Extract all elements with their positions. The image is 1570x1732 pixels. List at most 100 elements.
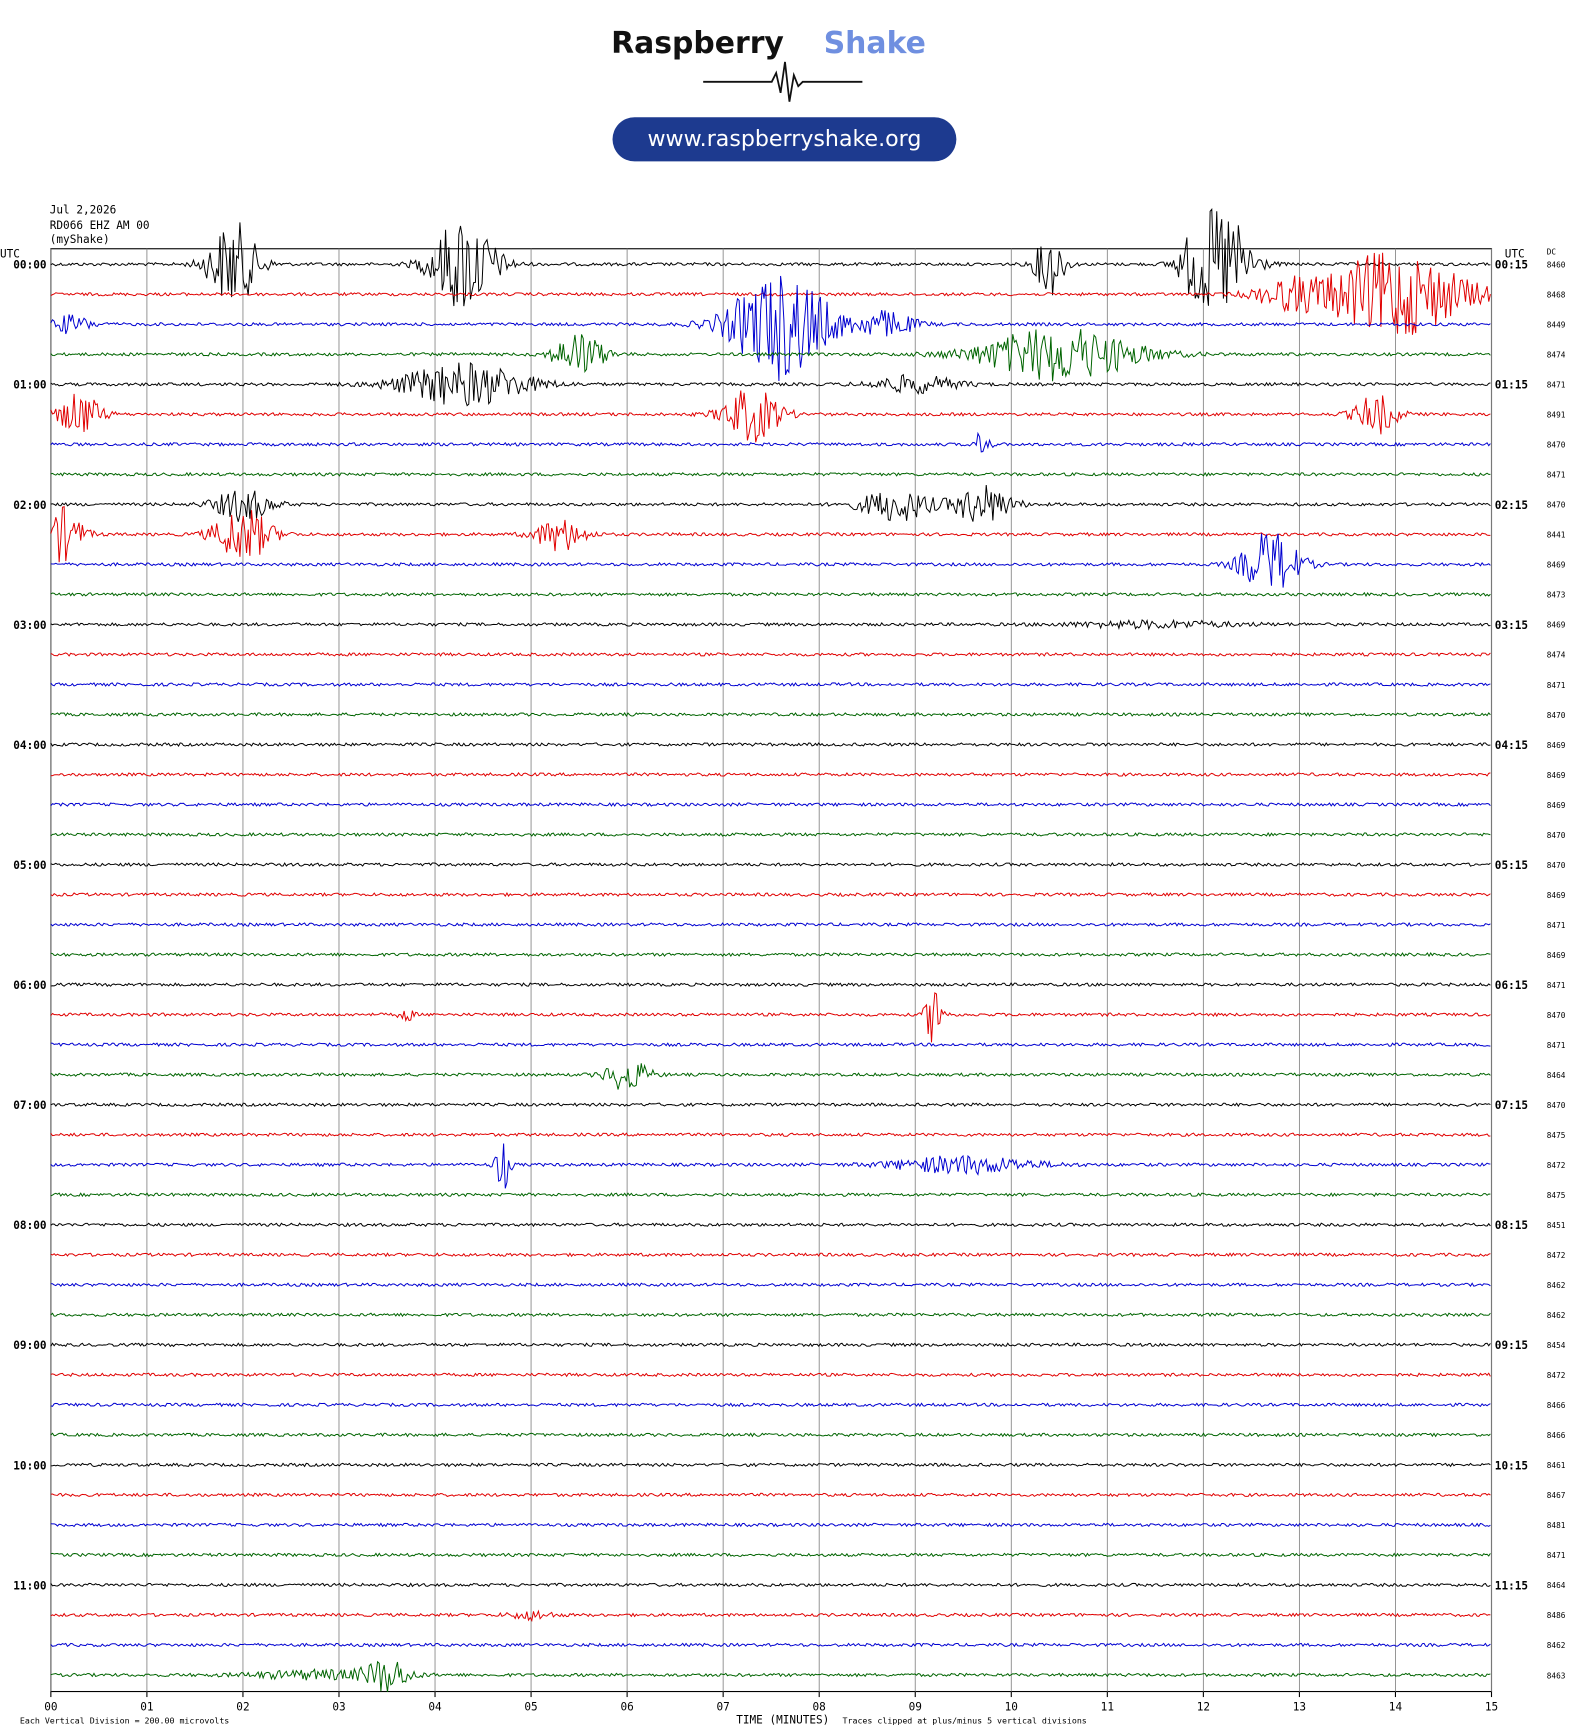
trace	[50, 1282, 1491, 1288]
trace	[50, 471, 1491, 477]
hour-label: 04:00	[13, 739, 46, 752]
trace	[50, 862, 1491, 867]
utc-label: UTC	[1505, 248, 1525, 261]
dc-value: 8469	[1547, 891, 1566, 900]
trace	[50, 1660, 1491, 1693]
trace	[50, 892, 1491, 898]
hour-label: 09:00	[13, 1339, 46, 1352]
x-tick-label: 15	[1485, 1700, 1498, 1713]
trace	[50, 992, 1491, 1043]
dc-value: 8469	[1547, 561, 1566, 570]
x-tick-label: 14	[1389, 1700, 1403, 1713]
dc-value: 8468	[1547, 291, 1566, 300]
trace	[50, 982, 1491, 987]
dc-value: 8471	[1547, 381, 1566, 390]
dc-value: 8467	[1547, 1491, 1566, 1500]
trace	[50, 1063, 1491, 1090]
plot-area: 00 01 02 03 04 05 06 07 08 09 10 11 12 13 14 15 TIME (MI…	[0, 207, 1566, 1727]
dc-value: 8471	[1547, 1551, 1566, 1560]
x-tick-label: 08	[813, 1700, 826, 1713]
trace	[50, 1252, 1491, 1258]
dc-value: 8462	[1547, 1641, 1566, 1650]
hour-label: 08:15	[1495, 1219, 1528, 1232]
hour-label: 02:00	[13, 499, 46, 512]
trace	[50, 772, 1491, 777]
trace	[50, 362, 1491, 407]
x-tick-label: 10	[1005, 1700, 1018, 1713]
dc-value: 8471	[1547, 1041, 1566, 1050]
dc-value: 8470	[1547, 501, 1566, 510]
trace	[50, 1372, 1491, 1378]
logo-word: Raspberry	[611, 26, 784, 61]
trace	[50, 1132, 1491, 1138]
trace	[50, 682, 1491, 687]
dc-value: 8475	[1547, 1191, 1566, 1200]
dc-value: 8470	[1547, 861, 1566, 870]
dc-value: 8471	[1547, 921, 1566, 930]
dc-value: 8470	[1547, 831, 1566, 840]
dc-value: 8462	[1547, 1281, 1566, 1290]
dc-value: 8472	[1547, 1161, 1566, 1170]
trace	[50, 1582, 1491, 1588]
dc-value: 8470	[1547, 441, 1566, 450]
hour-label: 00:15	[1495, 259, 1528, 272]
dc-value: 8469	[1547, 771, 1566, 780]
trace	[50, 207, 1491, 307]
hour-label: 06:15	[1495, 979, 1528, 992]
dc-value: 8475	[1547, 1131, 1566, 1140]
dc-value: 8463	[1547, 1671, 1566, 1680]
dc-value: 8464	[1547, 1071, 1566, 1080]
hour-label: 00:00	[13, 259, 46, 272]
trace	[50, 506, 1491, 563]
trace	[50, 1492, 1491, 1498]
dc-value: 8451	[1547, 1221, 1566, 1230]
trace	[50, 1143, 1491, 1189]
hour-label: 11:00	[13, 1579, 46, 1592]
trace	[50, 1609, 1491, 1622]
logo-word: Shake	[824, 26, 926, 61]
dc-value: 8472	[1547, 1251, 1566, 1260]
dc-value: 8461	[1547, 1461, 1566, 1470]
dc-value: 8460	[1547, 261, 1566, 270]
trace	[50, 1552, 1491, 1558]
url: www.raspberryshake.org	[647, 126, 921, 152]
clip-note: Traces clipped at plus/minus 5 vertical …	[842, 1716, 1086, 1726]
hour-label: 09:15	[1495, 1339, 1528, 1352]
trace	[50, 1432, 1491, 1438]
x-tick-label: 04	[428, 1700, 442, 1713]
trace	[50, 329, 1491, 382]
x-tick-label: 00	[44, 1700, 57, 1713]
trace	[50, 484, 1491, 522]
dc-value: 8491	[1547, 411, 1566, 420]
trace	[50, 275, 1491, 382]
dc-value: 8469	[1547, 801, 1566, 810]
hour-label: 06:00	[13, 979, 46, 992]
trace	[50, 1042, 1491, 1048]
url-pill	[612, 117, 957, 162]
dc-value: 8471	[1547, 681, 1566, 690]
hour-label: 07:15	[1495, 1099, 1528, 1112]
trace	[50, 1462, 1491, 1468]
trace	[50, 922, 1491, 927]
dc-value: 8470	[1547, 711, 1566, 720]
dc-value: 8471	[1547, 471, 1566, 480]
hour-label: 03:15	[1495, 619, 1528, 632]
dc-value: 8462	[1547, 1311, 1566, 1320]
dc-value: 8441	[1547, 531, 1566, 540]
x-tick-label: 13	[1293, 1700, 1306, 1713]
dc-value: 8481	[1547, 1521, 1566, 1530]
dc-value: 8469	[1547, 621, 1566, 630]
dc-value: 8466	[1547, 1431, 1566, 1440]
trace	[50, 711, 1491, 717]
x-axis-label: TIME (MINUTES)	[736, 1714, 829, 1727]
plot-frame	[50, 248, 1493, 1693]
hour-label: 01:00	[13, 379, 46, 392]
hour-label: 04:15	[1495, 739, 1528, 752]
dc-value: 8464	[1547, 1581, 1566, 1590]
trace	[50, 390, 1491, 443]
trace	[50, 1642, 1491, 1648]
dc-value: 8473	[1547, 591, 1566, 600]
dc-value: 8472	[1547, 1371, 1566, 1380]
hour-label: 03:00	[13, 619, 46, 632]
